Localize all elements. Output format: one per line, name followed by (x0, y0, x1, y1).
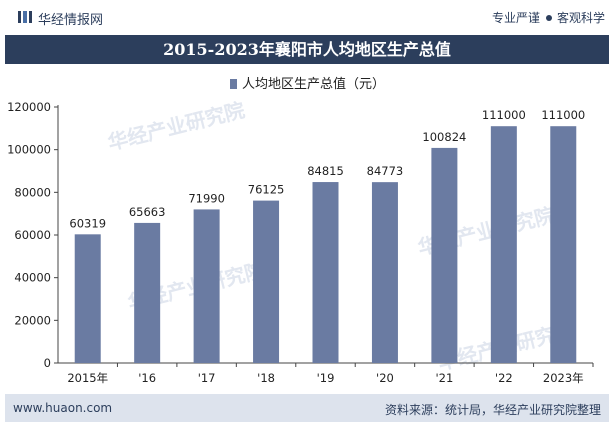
y-tick-label: 20000 (14, 313, 51, 327)
footer-source: 资料来源：统计局，华经产业研究院整理 (384, 403, 601, 417)
data-label: 100824 (422, 130, 466, 144)
bar (253, 200, 280, 363)
data-label: 84815 (307, 164, 344, 178)
data-label: 65663 (129, 205, 166, 219)
top-bar: 华经情报网 专业严谨 客观科学 (0, 0, 615, 34)
x-tick-label: '16 (138, 371, 156, 385)
x-tick-label: '18 (257, 371, 275, 385)
x-tick-label: 2015年 (67, 371, 108, 385)
data-label: 111000 (541, 108, 585, 122)
y-tick-label: 100000 (7, 143, 51, 157)
y-tick-label: 120000 (7, 100, 51, 114)
x-tick-label: '20 (376, 371, 394, 385)
legend: 人均地区生产总值（元） (0, 73, 615, 92)
tagline-right: 客观科学 (556, 11, 605, 25)
y-tick-label: 0 (44, 356, 51, 370)
x-tick-label: '21 (435, 371, 453, 385)
y-tick-label: 80000 (14, 185, 51, 199)
x-tick-label: '19 (317, 371, 335, 385)
bar (550, 126, 577, 363)
brand-name: 华经情报网 (38, 13, 104, 28)
x-tick-label: '22 (495, 371, 513, 385)
bar (134, 222, 161, 363)
brand-logo-icon (18, 11, 32, 23)
data-label: 60319 (69, 216, 106, 230)
bullet-dot-icon (545, 15, 552, 21)
data-label: 76125 (248, 183, 285, 197)
x-tick-label: 2023年 (543, 371, 584, 385)
data-label: 84773 (367, 164, 404, 178)
bar (74, 234, 101, 363)
y-tick-label: 60000 (14, 228, 51, 242)
legend-label: 人均地区生产总值（元） (241, 77, 385, 92)
bar (312, 182, 339, 363)
x-tick-label: '17 (198, 371, 216, 385)
y-tick-label: 40000 (14, 271, 51, 285)
legend-swatch (229, 79, 237, 89)
bar (490, 126, 517, 363)
tagline-left: 专业严谨 (491, 11, 540, 25)
footer-website: www.huaon.com (13, 401, 113, 415)
title-bar: 2015-2023年襄阳市人均地区生产总值 (5, 35, 609, 64)
bar-chart: 华经产业研究院华经产业研究院华经产业研究院华经产业研究院020000400006… (7, 98, 594, 385)
data-label: 111000 (482, 108, 526, 122)
bar (193, 209, 220, 363)
bar (371, 182, 398, 363)
bar (431, 147, 458, 363)
footer: www.huaon.com 资料来源：统计局，华经产业研究院整理 (5, 394, 609, 422)
chart-title: 2015-2023年襄阳市人均地区生产总值 (163, 40, 451, 59)
tagline: 专业严谨 客观科学 (492, 9, 605, 26)
data-label: 71990 (188, 191, 225, 205)
watermark-text: 华经产业研究院 (105, 98, 247, 155)
